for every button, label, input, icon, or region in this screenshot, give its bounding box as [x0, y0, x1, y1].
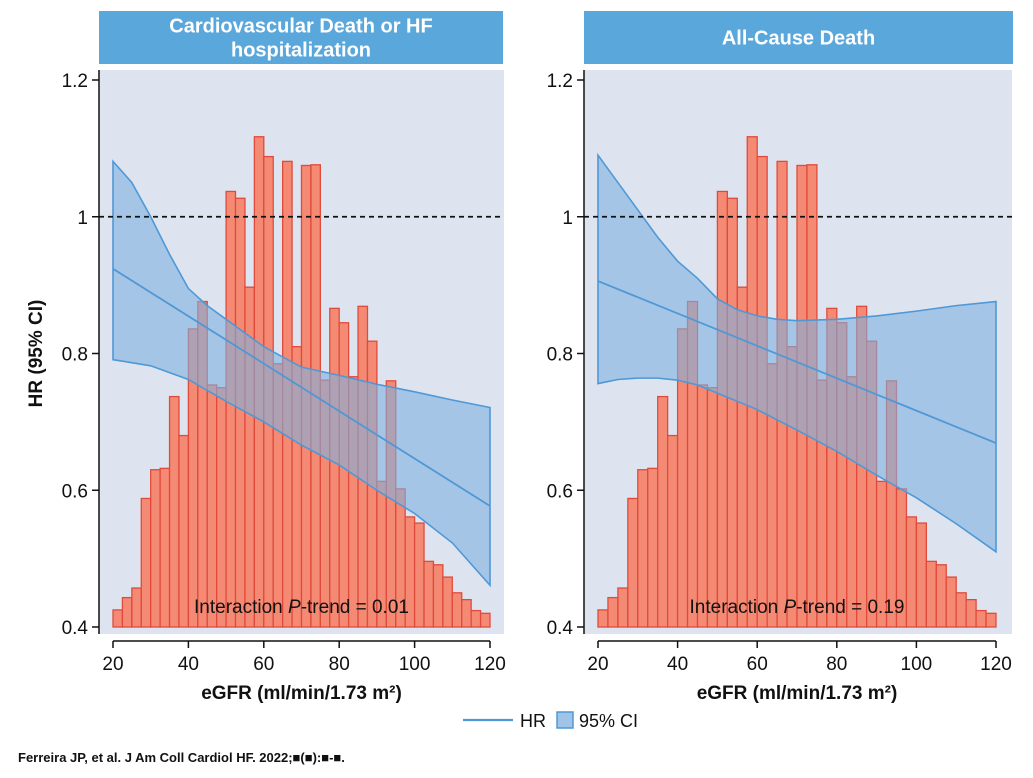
chart-panel-2: All-Cause Death 0.4 0.6 0.8 1 1.2 20 40 60 80 100 1… [547, 11, 1013, 704]
histogram-bar [945, 576, 957, 628]
histogram-bar [413, 522, 425, 628]
hr-line [112, 267, 491, 507]
histogram-bar [470, 609, 482, 628]
legend-hr-label: HR [520, 711, 546, 731]
legend-ci-swatch [556, 711, 574, 729]
histogram-bar [150, 469, 161, 628]
x-tick-label: 100 [901, 654, 933, 675]
x-tick-label: 100 [399, 654, 431, 675]
histogram-bar [597, 609, 609, 628]
histogram-bar [206, 384, 218, 628]
histogram-bar [706, 387, 719, 628]
histogram-bar [131, 587, 142, 628]
histogram-bar [935, 564, 947, 628]
histogram-bar [647, 467, 659, 628]
histogram-bar [627, 497, 639, 628]
histogram-bar [338, 322, 350, 628]
hr-line [597, 280, 997, 444]
panel-title-line: Cardiovascular Death or HF [169, 16, 432, 38]
histogram-bar [178, 434, 190, 628]
histogram-bar [225, 190, 237, 628]
histogram-bar [234, 197, 246, 628]
y-tick-label: 1.2 [547, 71, 573, 92]
x-tick-label: 120 [474, 654, 506, 675]
legend: HR 95% CI [463, 711, 638, 731]
y-tick-label: 1.2 [62, 71, 88, 92]
histogram-bar [657, 395, 669, 628]
ci-band [597, 152, 997, 554]
histogram-bar [726, 197, 738, 628]
ci-band [112, 159, 491, 588]
y-tick-label: 1 [562, 208, 573, 229]
histogram-bar [985, 612, 997, 628]
x-axis-label: eGFR (ml/min/1.73 m²) [697, 683, 898, 704]
y-tick-label: 0.8 [547, 345, 573, 366]
histogram-bar [216, 387, 227, 628]
panel-title-line: hospitalization [231, 40, 371, 62]
histogram-bar [905, 516, 918, 628]
panel-title-bar [99, 11, 503, 64]
x-tick-label: 60 [747, 654, 768, 675]
x-tick-label: 80 [826, 654, 847, 675]
histogram-bar [329, 307, 340, 628]
histogram-bar [925, 560, 937, 628]
x-tick-label: 120 [980, 654, 1012, 675]
histogram-bar [479, 612, 491, 628]
interaction-annotation: Interaction P-trend = 0.01 [194, 597, 409, 618]
y-tick-label: 1 [77, 208, 88, 229]
histogram-bar [168, 395, 180, 628]
y-tick-label: 0.8 [62, 345, 88, 366]
histogram-bar [915, 522, 928, 628]
histogram-bar [451, 592, 463, 628]
panel-title-bar [584, 11, 1013, 64]
y-axis-label: HR (95% CI) [26, 300, 47, 408]
x-tick-label: 80 [329, 654, 350, 675]
histogram-bar [617, 587, 629, 628]
histogram-bar [696, 384, 709, 628]
histogram-bar [442, 576, 453, 628]
y-tick-label: 0.4 [547, 618, 574, 639]
panel-title-line: All-Cause Death [722, 28, 875, 50]
y-tick-label: 0.6 [62, 481, 88, 502]
histogram-bar [716, 190, 729, 628]
histogram-bar [112, 609, 124, 628]
histogram-bar [461, 599, 472, 628]
histogram-bar [965, 599, 977, 628]
x-tick-label: 60 [253, 654, 274, 675]
legend-ci-label: 95% CI [579, 711, 638, 731]
histogram-bar [637, 469, 649, 628]
citation: Ferreira JP, et al. J Am Coll Cardiol HF… [18, 750, 345, 765]
histogram-bar [140, 497, 152, 628]
chart-panel-1: Cardiovascular Death or HFhospitalizatio… [26, 11, 506, 704]
x-tick-label: 40 [178, 654, 199, 675]
histogram-bar [432, 564, 444, 628]
histogram-bar [955, 592, 967, 628]
x-axis-label: eGFR (ml/min/1.73 m²) [201, 683, 402, 704]
y-tick-label: 0.6 [547, 481, 573, 502]
x-tick-label: 20 [587, 654, 608, 675]
histogram-bar [667, 434, 679, 628]
histogram-bar [423, 560, 435, 628]
y-tick-label: 0.4 [62, 618, 89, 639]
histogram-bar [975, 609, 987, 628]
histogram-bar [607, 596, 619, 628]
interaction-annotation: Interaction P-trend = 0.19 [690, 597, 905, 618]
x-tick-label: 20 [102, 654, 123, 675]
x-tick-label: 40 [667, 654, 688, 675]
histogram-bar [159, 467, 171, 628]
histogram-bar [121, 596, 133, 628]
